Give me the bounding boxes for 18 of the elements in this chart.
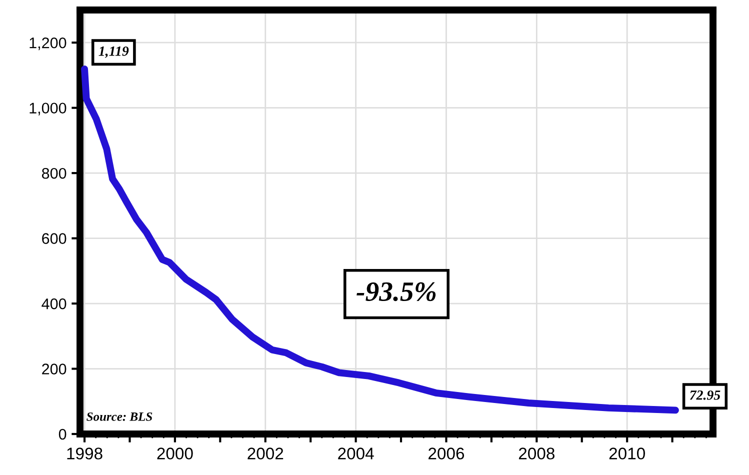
x-tick-label: 2006 bbox=[428, 448, 464, 460]
y-tick-label: 600 bbox=[42, 233, 66, 244]
x-tick-label: 2010 bbox=[609, 448, 645, 460]
annotation: 1,119 bbox=[98, 46, 129, 58]
annotation: Source: BLS bbox=[86, 412, 152, 421]
y-tick-label: 200 bbox=[42, 364, 66, 374]
annotation: 72.95 bbox=[690, 390, 720, 400]
x-tick-label: 2002 bbox=[248, 448, 284, 460]
y-tick-label: 1,000 bbox=[30, 102, 66, 116]
x-tick-label: 2000 bbox=[157, 448, 193, 460]
x-tick-label: 2004 bbox=[338, 448, 374, 460]
y-tick-label: 400 bbox=[42, 298, 66, 310]
x-tick-label: 1998 bbox=[67, 448, 102, 460]
y-tick-label: 800 bbox=[42, 168, 66, 179]
y-tick-label: 0 bbox=[58, 428, 66, 440]
x-tick-label: 2008 bbox=[518, 448, 554, 460]
y-tick-label: 1,200 bbox=[30, 37, 66, 50]
annotation: -93.5% bbox=[356, 282, 436, 302]
